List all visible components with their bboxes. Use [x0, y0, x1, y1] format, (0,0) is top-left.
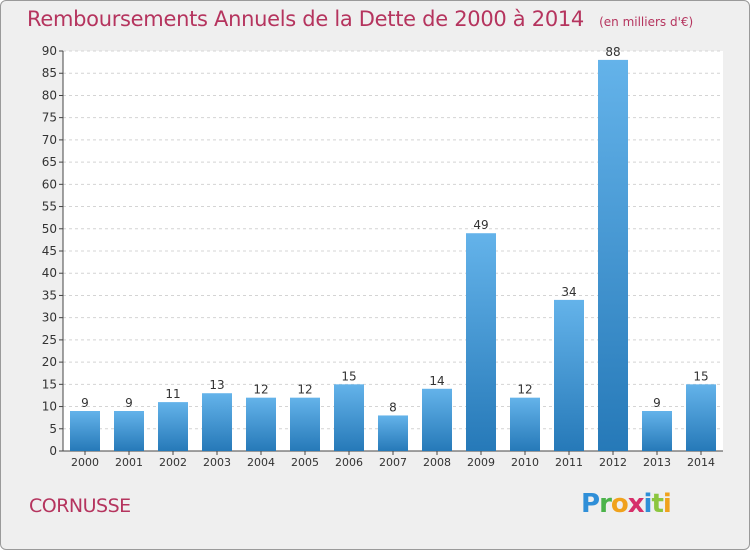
- bar: [466, 233, 496, 451]
- x-tick-label: 2004: [247, 456, 275, 469]
- bar: [290, 397, 320, 451]
- y-tick-label: 55: [42, 200, 57, 214]
- bar: [642, 411, 672, 451]
- bar-value-label: 9: [125, 396, 133, 410]
- y-tick-label: 70: [42, 133, 57, 147]
- y-tick-label: 65: [42, 155, 57, 169]
- bar: [378, 415, 408, 451]
- bar-value-label: 12: [253, 383, 268, 397]
- bar-value-label: 15: [693, 369, 708, 383]
- bar-value-label: 9: [653, 396, 661, 410]
- y-tick-label: 30: [42, 311, 57, 325]
- x-tick-label: 2003: [203, 456, 231, 469]
- bar-value-label: 13: [209, 378, 224, 392]
- x-tick-label: 2009: [467, 456, 495, 469]
- bar-value-label: 8: [389, 400, 397, 414]
- chart-unit: (en milliers d'€): [599, 15, 694, 29]
- x-tick-label: 2011: [555, 456, 583, 469]
- x-tick-label: 2007: [379, 456, 407, 469]
- x-tick-label: 2014: [687, 456, 715, 469]
- y-tick-label: 50: [42, 222, 57, 236]
- title-row: Remboursements Annuels de la Dette de 20…: [27, 7, 693, 31]
- y-tick-label: 10: [42, 400, 57, 414]
- bar-value-label: 11: [165, 387, 180, 401]
- y-tick-label: 85: [42, 66, 57, 80]
- bar-value-label: 15: [341, 369, 356, 383]
- bar: [246, 397, 276, 451]
- bar: [422, 388, 452, 451]
- x-tick-label: 2010: [511, 456, 539, 469]
- bar-value-label: 9: [81, 396, 89, 410]
- chart-title: Remboursements Annuels de la Dette de 20…: [27, 7, 584, 31]
- y-tick-label: 45: [42, 244, 57, 258]
- y-tick-label: 60: [42, 177, 57, 191]
- y-tick-label: 0: [49, 444, 57, 458]
- x-tick-label: 2000: [71, 456, 99, 469]
- bar-value-label: 49: [473, 218, 488, 232]
- y-tick-label: 20: [42, 355, 57, 369]
- bar: [334, 384, 364, 451]
- y-tick-label: 5: [49, 422, 57, 436]
- bar-value-label: 88: [605, 45, 620, 59]
- commune-name: CORNUSSE: [29, 495, 131, 517]
- proxiti-logo: Proxiti: [581, 489, 672, 519]
- y-tick-label: 90: [42, 44, 57, 58]
- bar: [598, 59, 628, 452]
- bar-value-label: 12: [517, 383, 532, 397]
- x-tick-label: 2008: [423, 456, 451, 469]
- x-tick-label: 2002: [159, 456, 187, 469]
- x-tick-label: 2013: [643, 456, 671, 469]
- x-tick-label: 2012: [599, 456, 627, 469]
- x-tick-label: 2005: [291, 456, 319, 469]
- x-tick-label: 2006: [335, 456, 363, 469]
- y-tick-label: 80: [42, 88, 57, 102]
- y-tick-label: 25: [42, 333, 57, 347]
- y-tick-label: 35: [42, 288, 57, 302]
- bar: [70, 411, 100, 451]
- bar: [202, 393, 232, 451]
- bar: [158, 402, 188, 451]
- bar: [686, 384, 716, 451]
- bar: [554, 299, 584, 451]
- y-tick-label: 75: [42, 111, 57, 125]
- bar: [510, 397, 540, 451]
- x-tick-label: 2001: [115, 456, 143, 469]
- y-tick-label: 15: [42, 377, 57, 391]
- y-tick-label: 40: [42, 266, 57, 280]
- bar-value-label: 12: [297, 383, 312, 397]
- bar-value-label: 34: [561, 285, 576, 299]
- bar: [114, 411, 144, 451]
- bar-value-label: 14: [429, 374, 444, 388]
